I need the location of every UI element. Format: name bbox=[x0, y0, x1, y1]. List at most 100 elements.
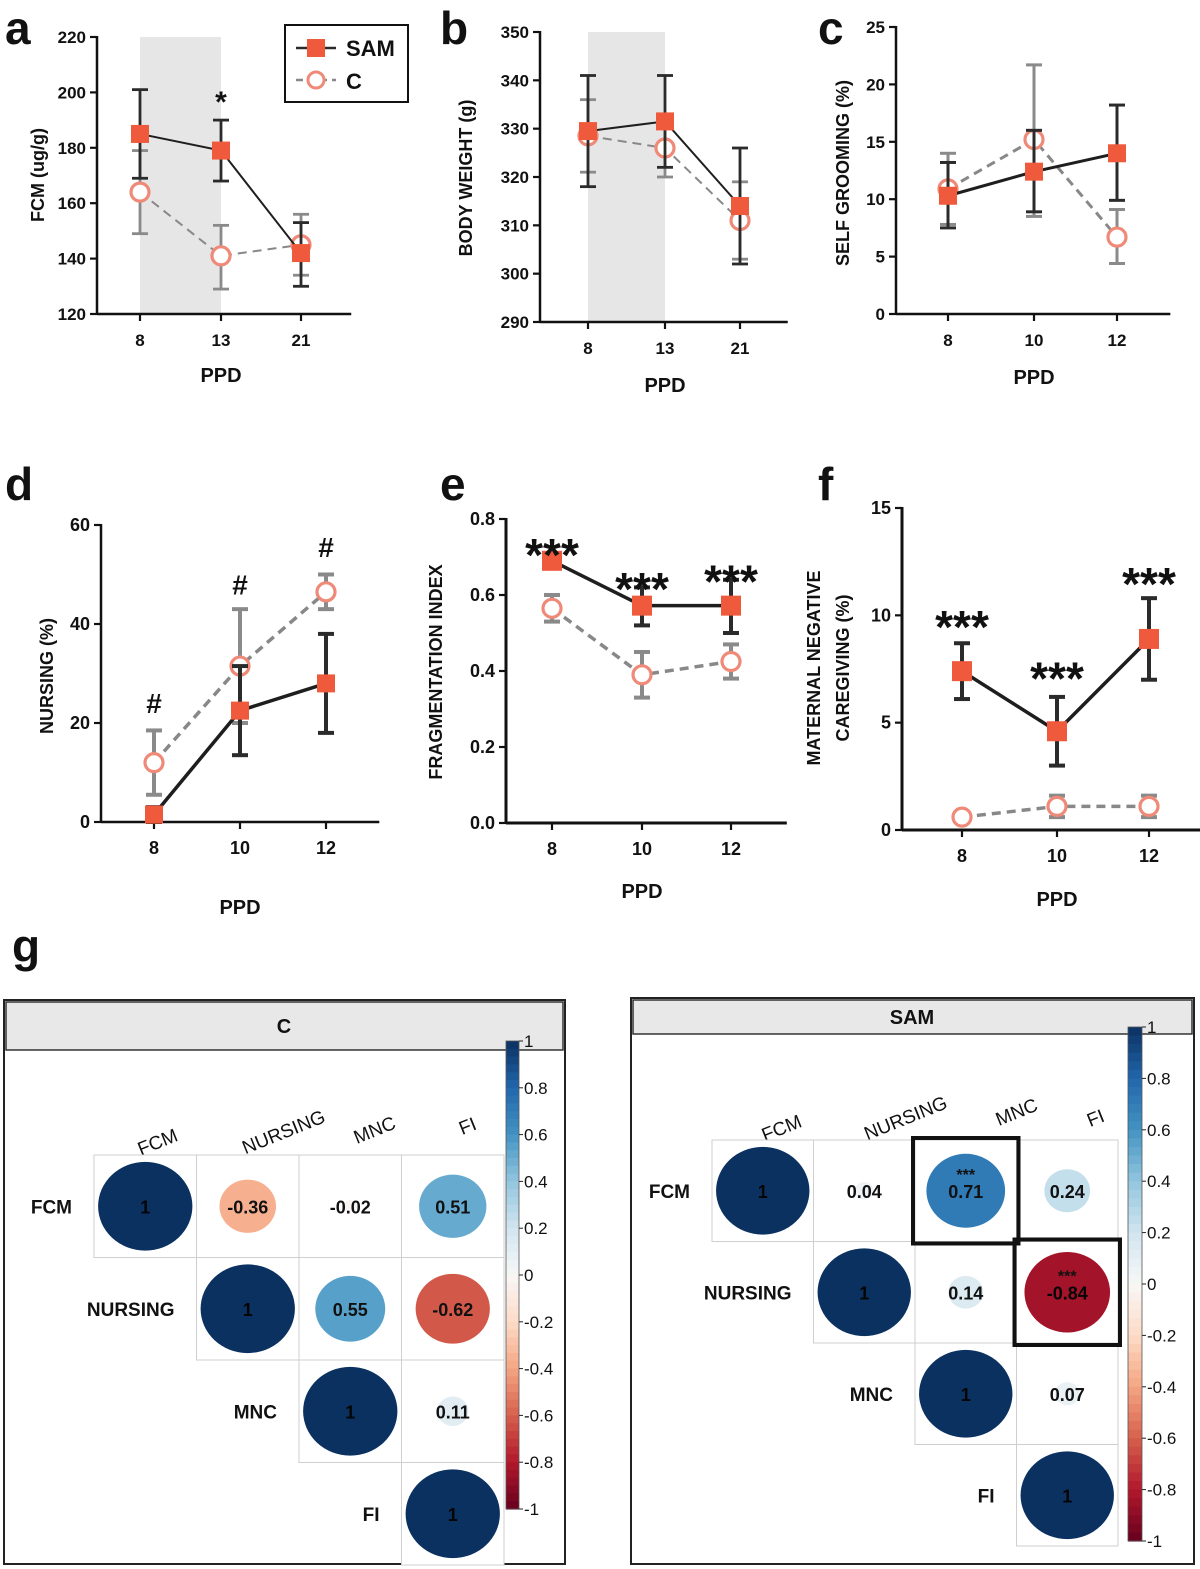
y-tick-label: 290 bbox=[501, 313, 529, 332]
y-axis-label: NURSING (%) bbox=[37, 618, 57, 734]
colorbar-tick-label: -1 bbox=[1147, 1532, 1162, 1551]
matrix-cell: 0.55 bbox=[298, 1257, 402, 1361]
y-axis-label: SELF GROOMING (%) bbox=[833, 80, 853, 266]
panel-label-g: g bbox=[12, 920, 40, 972]
data-point-sam bbox=[721, 595, 741, 616]
colorbar-tick-label: 0.2 bbox=[1147, 1224, 1171, 1243]
x-tick-label: 21 bbox=[731, 339, 750, 358]
y-tick-label: 0 bbox=[876, 305, 885, 324]
data-point-c bbox=[210, 245, 232, 267]
y-axis-label: FCM (ug/g) bbox=[28, 128, 48, 222]
data-point-c bbox=[315, 581, 337, 603]
series-sam bbox=[952, 596, 1159, 768]
y-tick-label: 0.6 bbox=[470, 585, 495, 605]
matrix-cell: 0.51 bbox=[401, 1154, 505, 1258]
correlation-value: 1 bbox=[448, 1505, 458, 1525]
y-tick-label: 60 bbox=[70, 515, 90, 535]
row-label: FCM bbox=[649, 1182, 690, 1203]
correlation-value: 1 bbox=[859, 1283, 869, 1303]
significance-label: *** bbox=[1030, 652, 1084, 704]
correlation-circle bbox=[405, 1469, 500, 1559]
data-point-sam bbox=[656, 112, 674, 131]
colorbar-tick-label: 0.8 bbox=[1147, 1069, 1171, 1088]
matrix-cell: 1 bbox=[1016, 1444, 1119, 1547]
x-tick-label: 10 bbox=[230, 838, 250, 858]
correlation-circle bbox=[303, 1366, 398, 1456]
matrix-title: SAM bbox=[890, 1007, 934, 1029]
panel-f: f PPD MATERNAL NEGATIVE CAREGIVING (%) bbox=[804, 458, 1078, 911]
x-tick-label: 12 bbox=[721, 839, 741, 859]
correlation-value: -0.36 bbox=[227, 1197, 268, 1217]
significance-label: *** bbox=[935, 601, 989, 653]
correlation-value: 0.11 bbox=[436, 1402, 470, 1422]
significance-label: *** bbox=[525, 529, 579, 581]
legend-sam-marker bbox=[307, 39, 325, 57]
x-tick-label: 8 bbox=[583, 339, 592, 358]
y-tick-label: 350 bbox=[501, 23, 529, 42]
y-tick-label: 330 bbox=[501, 120, 529, 139]
row-label: FCM bbox=[31, 1197, 72, 1218]
colorbar-tick-label: 0.8 bbox=[524, 1079, 548, 1098]
shaded-region bbox=[140, 37, 221, 314]
shaded-region bbox=[588, 32, 665, 322]
data-point-c bbox=[1106, 226, 1128, 248]
data-point-c bbox=[541, 597, 563, 619]
data-point-sam bbox=[939, 186, 957, 205]
matrix-cell: 0.07 bbox=[1016, 1342, 1119, 1445]
significance-label: *** bbox=[615, 563, 669, 615]
correlation-value: 0.14 bbox=[948, 1283, 983, 1303]
row-label: NURSING bbox=[87, 1300, 175, 1321]
panel-a: a PPD FCM (ug/g) SAM C bbox=[5, 2, 409, 387]
colorbar-tick-label: -0.8 bbox=[524, 1453, 553, 1472]
colorbar: 1 0.8 0.6 0.4 0.2 0 -0.2 -0.4 -0.6 -0.8 -1 bbox=[1127, 1018, 1176, 1551]
column-label: FI bbox=[1084, 1106, 1108, 1132]
legend-sam-label: SAM bbox=[346, 36, 395, 61]
series-c bbox=[541, 593, 742, 700]
correlation-circle bbox=[1044, 1169, 1091, 1213]
panel-c: c PPD SELF GROOMING (%) bbox=[818, 2, 1055, 389]
matrix-cell: 1 bbox=[711, 1139, 814, 1242]
y-tick-label: 200 bbox=[58, 83, 86, 102]
y-tick-label: 0.4 bbox=[470, 661, 495, 681]
correlation-value: 1 bbox=[961, 1385, 971, 1405]
chart-f: 0 5 10 15 8 10 12 *** *** *** bbox=[871, 498, 1200, 866]
y-tick-label: 180 bbox=[58, 139, 86, 158]
data-point-sam bbox=[952, 661, 972, 682]
y-tick-label: 15 bbox=[871, 498, 891, 518]
matrix-cell: 1 bbox=[298, 1359, 402, 1463]
correlation-circle bbox=[415, 1273, 490, 1344]
y-tick-label: 140 bbox=[58, 250, 86, 269]
x-axis-label: PPD bbox=[1036, 889, 1077, 911]
series-sam bbox=[579, 74, 749, 266]
colorbar-tick-label: -1 bbox=[524, 1500, 539, 1519]
data-point-sam bbox=[579, 122, 597, 141]
y-tick-label: 20 bbox=[866, 75, 885, 94]
data-point-c bbox=[143, 751, 165, 774]
colorbar-tick-label: 0.6 bbox=[1147, 1121, 1171, 1140]
matrix-cell: -0.62 bbox=[401, 1257, 505, 1361]
panel-label-b: b bbox=[440, 2, 468, 54]
correlation-circle bbox=[854, 1181, 874, 1200]
data-point-c bbox=[1046, 795, 1068, 817]
data-point-sam bbox=[292, 244, 310, 263]
x-axis-label: PPD bbox=[200, 365, 241, 387]
correlation-circle bbox=[98, 1161, 193, 1251]
x-axis-label: PPD bbox=[621, 881, 662, 903]
y-tick-label: 160 bbox=[58, 194, 86, 213]
y-tick-label: 15 bbox=[866, 133, 885, 152]
data-point-c bbox=[129, 181, 151, 203]
colorbar-tick-label: 0 bbox=[1147, 1275, 1156, 1294]
colorbar-tick-label: 0.2 bbox=[524, 1219, 548, 1238]
data-point-sam bbox=[542, 550, 562, 571]
legend: SAM C bbox=[284, 24, 409, 103]
x-tick-label: 13 bbox=[656, 339, 675, 358]
y-tick-label: 5 bbox=[881, 713, 891, 733]
x-tick-label: 21 bbox=[292, 331, 311, 350]
matrix-cell: 1 bbox=[813, 1241, 916, 1344]
legend-c-label: C bbox=[346, 69, 362, 94]
x-tick-label: 10 bbox=[632, 839, 652, 859]
significance-highlight bbox=[1012, 1237, 1122, 1347]
series-line-c bbox=[139, 191, 302, 257]
panel-e: e PPD FRAGMENTATION INDEX bbox=[426, 458, 663, 903]
